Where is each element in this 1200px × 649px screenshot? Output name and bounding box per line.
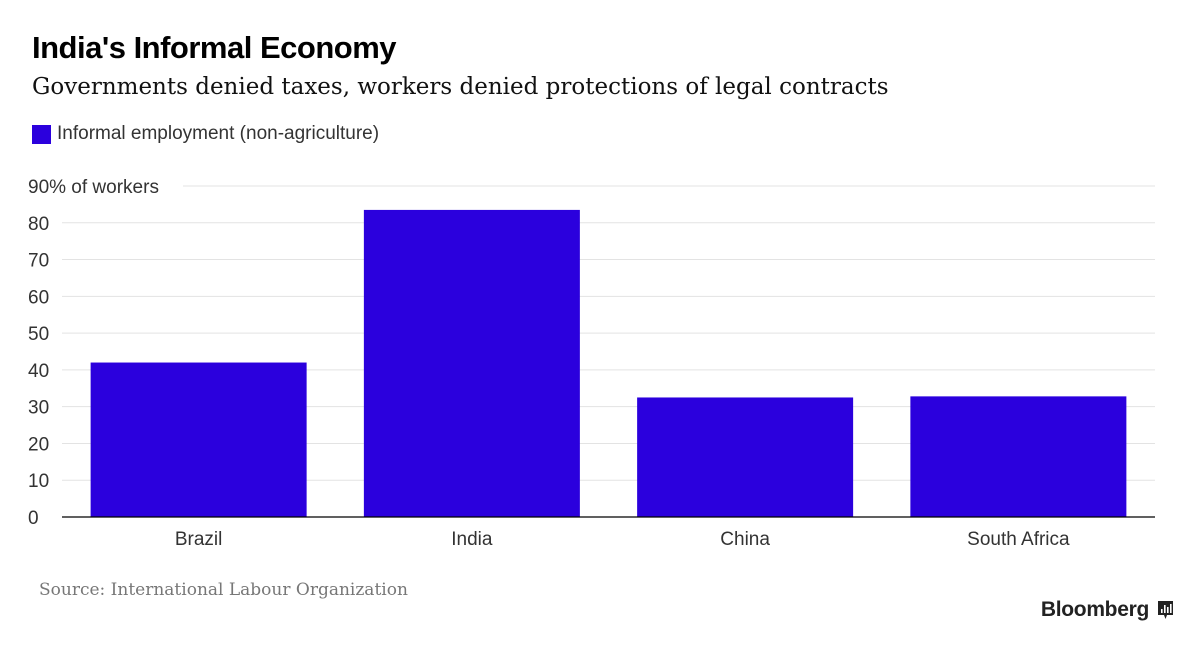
y-tick-label: 0 [28,508,39,529]
y-tick-label: 10 [28,471,49,492]
brand-logo: Bloomberg [1041,598,1174,622]
y-tick-label: 50 [28,324,49,345]
bloomberg-chart-icon [1158,601,1173,619]
y-tick-label: 70 [28,251,49,272]
legend-label: Informal employment (non-agriculture) [57,123,380,144]
y-tick-label: 40 [28,361,49,382]
bar-brazil [90,362,307,517]
source-note: Source: International Labour Organizatio… [39,580,408,600]
y-tick-label: 60 [28,287,49,308]
y-tick-label: 80 [28,214,49,235]
x-tick-label: South Africa [967,529,1070,550]
bar-india [363,209,580,517]
x-tick-label: China [720,529,770,550]
y-tick-label: 90% of workers [28,177,159,198]
y-tick-label: 30 [28,398,49,419]
chart-title: India's Informal Economy [32,30,397,65]
bar-china [637,397,854,517]
legend-swatch [32,124,51,144]
legend: Informal employment (non-agriculture) [32,123,379,145]
bar-south-africa [910,396,1127,517]
y-tick-label: 20 [28,434,49,455]
brand-name: Bloomberg [1040,598,1149,621]
chart-subtitle: Governments denied taxes, workers denied… [32,74,889,100]
x-tick-label: India [451,529,493,550]
x-tick-label: Brazil [175,529,223,550]
